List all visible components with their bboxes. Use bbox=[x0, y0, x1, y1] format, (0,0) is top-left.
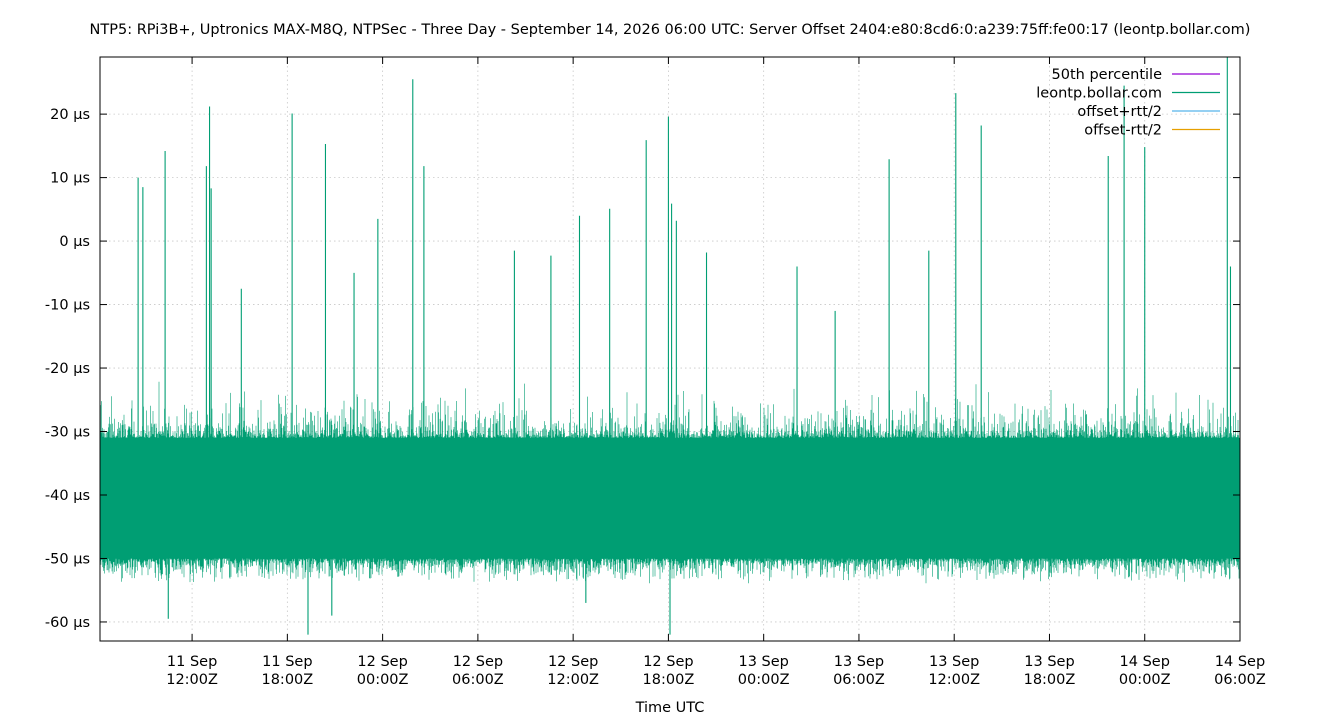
x-tick-label-time: 12:00Z bbox=[928, 672, 980, 688]
legend-entry-label: offset-rtt/2 bbox=[1084, 123, 1162, 139]
x-tick-label-date: 12 Sep bbox=[643, 654, 693, 670]
y-tick-label: -40 µs bbox=[45, 488, 90, 504]
legend: 50th percentile leontp.bollar.com offset+r… bbox=[1036, 67, 1220, 139]
x-tick-label-date: 13 Sep bbox=[834, 654, 884, 670]
x-tick-label-time: 06:00Z bbox=[833, 672, 885, 688]
x-axis: 11 Sep 12:00Z 11 Sep 18:00Z 12 Sep 00:00Z 12 S… bbox=[166, 57, 1266, 688]
y-tick-label: -60 µs bbox=[45, 615, 90, 631]
x-tick-label-date: 13 Sep bbox=[929, 654, 979, 670]
chart-title: NTP5: RPi3B+, Uptronics MAX-M8Q, NTPSec … bbox=[90, 22, 1251, 38]
y-tick-label: -30 µs bbox=[45, 425, 90, 441]
legend-entry-label: leontp.bollar.com bbox=[1036, 86, 1162, 102]
x-axis-label: Time UTC bbox=[635, 700, 705, 716]
x-tick-label-date: 12 Sep bbox=[357, 654, 407, 670]
x-tick-label-date: 13 Sep bbox=[1024, 654, 1074, 670]
x-tick-label-time: 18:00Z bbox=[1024, 672, 1076, 688]
x-tick-label-date: 11 Sep bbox=[167, 654, 217, 670]
y-tick-label: 20 µs bbox=[50, 107, 90, 123]
legend-entry-label: offset+rtt/2 bbox=[1077, 104, 1162, 120]
y-tick-label: -50 µs bbox=[45, 551, 90, 567]
x-tick-label-date: 11 Sep bbox=[262, 654, 312, 670]
x-tick-label-date: 12 Sep bbox=[548, 654, 598, 670]
y-axis: 20 µs 10 µs 0 µs -10 µs -20 µs -30 µs -40 µs -5… bbox=[45, 107, 1240, 631]
x-tick-label-time: 06:00Z bbox=[1214, 672, 1266, 688]
x-tick-label-time: 18:00Z bbox=[261, 672, 313, 688]
x-tick-label-date: 14 Sep bbox=[1215, 654, 1265, 670]
plot-frame bbox=[99, 56, 1241, 642]
y-tick-label: -20 µs bbox=[45, 361, 90, 377]
x-tick-label-date: 14 Sep bbox=[1120, 654, 1170, 670]
x-tick-label-time: 06:00Z bbox=[452, 672, 504, 688]
x-tick-label-time: 12:00Z bbox=[547, 672, 599, 688]
x-tick-label-time: 00:00Z bbox=[738, 672, 790, 688]
x-tick-label-date: 12 Sep bbox=[453, 654, 503, 670]
y-tick-label: 10 µs bbox=[50, 171, 90, 187]
offset-series-core bbox=[100, 475, 1240, 527]
x-tick-label-time: 00:00Z bbox=[357, 672, 409, 688]
y-tick-label: 0 µs bbox=[59, 234, 90, 250]
y-tick-label: -10 µs bbox=[45, 298, 90, 314]
plot-area bbox=[99, 57, 1241, 635]
x-tick-label-time: 12:00Z bbox=[166, 672, 218, 688]
x-tick-label-date: 13 Sep bbox=[738, 654, 788, 670]
x-tick-label-time: 18:00Z bbox=[643, 672, 695, 688]
legend-entry-label: 50th percentile bbox=[1052, 67, 1163, 83]
x-tick-label-time: 00:00Z bbox=[1119, 672, 1171, 688]
